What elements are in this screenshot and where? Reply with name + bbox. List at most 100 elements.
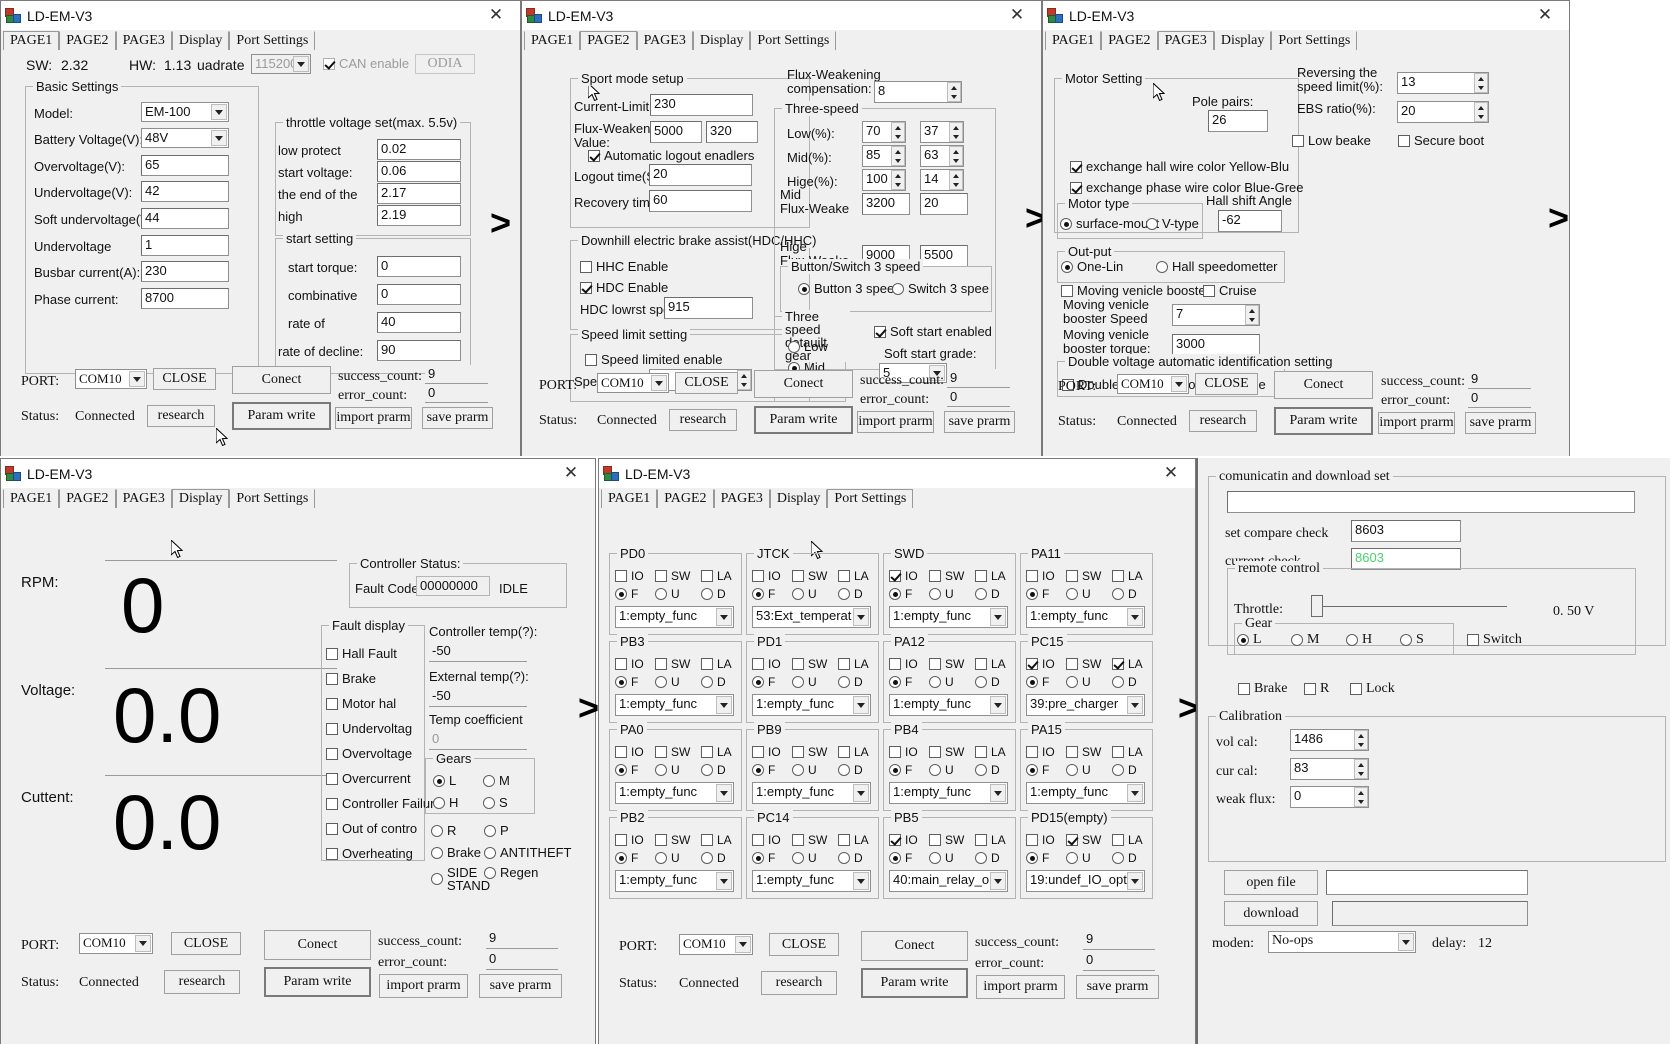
port-PD0-u-radio[interactable]: U (655, 587, 680, 601)
port-combo[interactable]: COM10 (597, 373, 669, 393)
low-brake-checkbox[interactable]: Low beake (1292, 134, 1371, 148)
port-PB9-u-radio[interactable]: U (792, 763, 817, 777)
tab-page1[interactable]: PAGE1 (601, 489, 658, 508)
port-PA0-la-checkbox[interactable]: LA (701, 745, 732, 759)
port-SWD-sw-checkbox[interactable]: SW (929, 569, 964, 583)
fault-out-of-control-checkbox[interactable]: Out of contro (326, 822, 417, 836)
port-PB5-d-radio[interactable]: D (975, 851, 1000, 865)
port-PB5-io-checkbox[interactable]: IO (889, 833, 918, 847)
chevron-down-icon[interactable] (990, 872, 1006, 890)
tab-page3[interactable]: PAGE3 (115, 489, 172, 508)
close-port-button[interactable]: CLOSE (769, 933, 839, 956)
port-PB2-function-combo[interactable]: 1:empty_func (615, 870, 734, 892)
port-combo[interactable]: COM10 (75, 369, 147, 389)
spinner-buttons[interactable] (891, 170, 905, 190)
port-PC15-io-checkbox[interactable]: IO (1026, 657, 1055, 671)
port-PA0-io-checkbox[interactable]: IO (615, 745, 644, 759)
connect-button[interactable]: Conect (861, 931, 968, 961)
save-param-button[interactable]: save prarm (1465, 412, 1536, 434)
tab-display[interactable]: Display (171, 31, 230, 50)
port-PD1-u-radio[interactable]: U (792, 675, 817, 689)
port-combo[interactable]: COM10 (1117, 374, 1189, 394)
combinative-input[interactable]: 0 (377, 284, 461, 305)
port-JTCK-u-radio[interactable]: U (792, 587, 817, 601)
port-JTCK-io-checkbox[interactable]: IO (752, 569, 781, 583)
fault-hall-checkbox[interactable]: Hall Fault (326, 647, 397, 661)
exchange-phase-wire-checkbox[interactable]: exchange phase wire color Blue-Gree (1070, 181, 1304, 195)
odia-button[interactable]: ODIA (415, 54, 475, 74)
port-PB4-f-radio[interactable]: F (889, 763, 912, 777)
port-PA11-d-radio[interactable]: D (1112, 587, 1137, 601)
window-page1[interactable]: LD-EM-V3 ✕ PAGE1 PAGE2 PAGE3 Display Por… (0, 0, 521, 456)
port-JTCK-d-radio[interactable]: D (838, 587, 863, 601)
port-PA15-sw-checkbox[interactable]: SW (1066, 745, 1101, 759)
chevron-down-icon[interactable] (651, 375, 667, 391)
port-SWD-f-radio[interactable]: F (889, 587, 912, 601)
automatic-logout-checkbox[interactable]: Automatic logout enadlers (588, 149, 754, 163)
window-page3[interactable]: LD-EM-V3 ✕ PAGE1 PAGE2 PAGE3 Display Por… (1042, 0, 1570, 456)
fault-undervoltage-checkbox[interactable]: Undervoltag (326, 722, 412, 736)
save-param-button[interactable]: save prarm (479, 974, 562, 998)
connect-button[interactable]: Conect (232, 366, 331, 394)
close-port-button[interactable]: CLOSE (153, 368, 216, 390)
tab-page3[interactable]: PAGE3 (115, 31, 172, 50)
save-param-button[interactable]: save prarm (422, 407, 493, 429)
moving-booster-checkbox[interactable]: Moving venicle booster (1061, 284, 1210, 298)
chevron-down-icon[interactable] (716, 608, 732, 626)
tabbar-display[interactable]: PAGE1 PAGE2 PAGE3 Display Port Settings (1, 488, 595, 509)
port-PA12-io-checkbox[interactable]: IO (889, 657, 918, 671)
start-voltage-input[interactable]: 0.06 (377, 161, 461, 182)
close-icon[interactable]: ✕ (488, 5, 504, 24)
port-PB4-function-combo[interactable]: 1:empty_func (889, 782, 1008, 804)
port-PB4-io-checkbox[interactable]: IO (889, 745, 918, 759)
switch-3speed-radio[interactable]: Switch 3 spee (892, 282, 989, 296)
save-param-button[interactable]: save prarm (1076, 975, 1159, 999)
tab-page1[interactable]: PAGE1 (1045, 31, 1102, 50)
baudrate-combo[interactable]: 115200 (251, 54, 311, 74)
port-PB9-io-checkbox[interactable]: IO (752, 745, 781, 759)
low-percent-spinner-2[interactable]: 37 (920, 121, 964, 143)
remote-switch-checkbox[interactable]: Switch (1467, 633, 1522, 647)
port-PA12-function-combo[interactable]: 1:empty_func (889, 694, 1008, 716)
soft-start-enabled-checkbox[interactable]: Soft start enabled (874, 325, 992, 339)
gear-h-radio[interactable]: H (433, 796, 458, 810)
fault-overcurrent-checkbox[interactable]: Overcurrent (326, 772, 411, 786)
port-PB3-function-combo[interactable]: 1:empty_func (615, 694, 734, 716)
modem-combo[interactable]: No-ops (1268, 931, 1416, 953)
chevron-down-icon[interactable] (853, 872, 869, 890)
recovery-time-input[interactable]: 60 (649, 190, 752, 212)
chevron-down-icon[interactable] (990, 608, 1006, 626)
port-PB2-d-radio[interactable]: D (701, 851, 726, 865)
hall-shift-angle-input[interactable]: -62 (1218, 210, 1282, 232)
output-one-lin-radio[interactable]: One-Lin (1061, 260, 1123, 274)
download-button[interactable]: download (1224, 901, 1318, 926)
hige-flux-weake-input-2[interactable]: 5500 (920, 245, 968, 267)
port-PB3-f-radio[interactable]: F (615, 675, 638, 689)
port-PD0-la-checkbox[interactable]: LA (701, 569, 732, 583)
chevron-down-icon[interactable] (716, 872, 732, 890)
close-port-button[interactable]: CLOSE (675, 372, 738, 394)
port-PA11-la-checkbox[interactable]: LA (1112, 569, 1143, 583)
port-PA0-u-radio[interactable]: U (655, 763, 680, 777)
tab-page2[interactable]: PAGE2 (657, 489, 714, 508)
close-port-button[interactable]: CLOSE (1195, 373, 1258, 395)
throttle-slider[interactable] (1311, 595, 1507, 617)
tab-port-settings[interactable]: Port Settings (229, 489, 316, 508)
port-PB3-u-radio[interactable]: U (655, 675, 680, 689)
remote-gear-m-radio[interactable]: M (1291, 633, 1319, 647)
state-side-stand-radio[interactable]: SIDE STAND (431, 866, 491, 892)
port-PC14-u-radio[interactable]: U (792, 851, 817, 865)
motor-type-surface-radio[interactable]: surface-mount (1060, 217, 1159, 231)
chevron-down-icon[interactable] (1398, 933, 1414, 951)
spinner-buttons[interactable] (949, 146, 963, 166)
chevron-down-icon[interactable] (211, 104, 227, 120)
tab-port-settings[interactable]: Port Settings (229, 31, 316, 50)
mid-flux-weake-input-2[interactable]: 20 (920, 193, 968, 215)
port-PD1-la-checkbox[interactable]: LA (838, 657, 869, 671)
port-PA11-f-radio[interactable]: F (1026, 587, 1049, 601)
import-param-button[interactable]: import prarm (335, 407, 412, 429)
port-PB3-sw-checkbox[interactable]: SW (655, 657, 690, 671)
port-PC14-la-checkbox[interactable]: LA (838, 833, 869, 847)
port-PA12-f-radio[interactable]: F (889, 675, 912, 689)
import-param-button[interactable]: import prarm (976, 975, 1065, 999)
